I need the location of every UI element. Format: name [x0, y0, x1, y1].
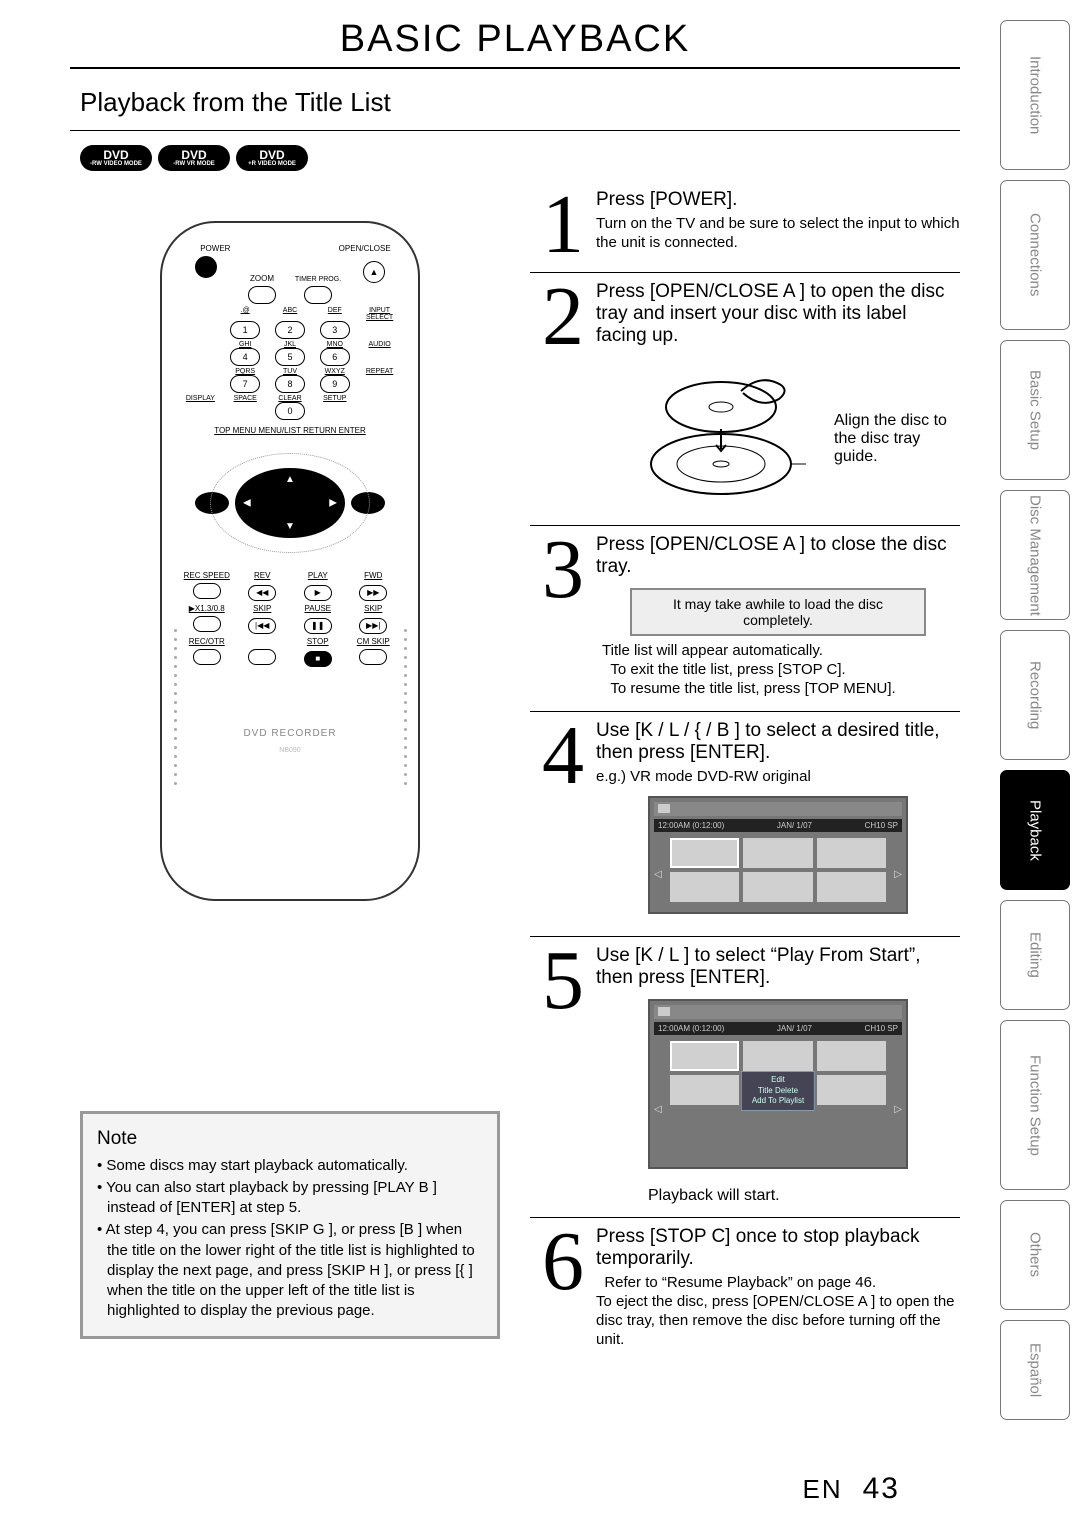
openclose-button-icon: ▲: [363, 261, 385, 283]
side-tab[interactable]: Others: [1000, 1200, 1070, 1310]
step-1: 1 Press [POWER]. Turn on the TV and be s…: [530, 181, 960, 273]
nav-right-icon: ▷: [894, 869, 902, 880]
remote-numpad: .@ABCDEFINPUT SELECT123GHIJKLMNOAUDIO456…: [174, 307, 406, 420]
screen-channel: CH10 SP: [865, 821, 898, 830]
page-footer: EN43: [803, 1472, 901, 1506]
step-2: 2 Press [OPEN/CLOSE A ] to open the disc…: [530, 273, 960, 526]
remote-controls: REC SPEEDREVPLAYFWD◀◀▶▶▶▶X1.3/0.8SKIPPAU…: [174, 571, 406, 668]
title-list-screen: 12:00AM (0:12:00) JAN/ 1/07 CH10 SP ◁ ▷: [648, 796, 908, 914]
remote-diagram: POWER OPEN/CLOSE ZOOM TIMER PROG. ▲: [160, 221, 420, 901]
side-tab[interactable]: Playback: [1000, 770, 1070, 890]
screen-time: 12:00AM (0:12:00): [658, 1024, 724, 1033]
note-item: • You can also start playback by pressin…: [97, 1178, 483, 1219]
remote-label-openclose: OPEN/CLOSE: [327, 244, 402, 253]
note-heading: Note: [97, 1126, 483, 1152]
step-lead: Press [STOP C] once to stop playback tem…: [596, 1226, 960, 1270]
nav-right-icon: ▷: [894, 1104, 902, 1115]
step-number: 1: [530, 189, 596, 260]
badge-sub: -RW VIDEO MODE: [90, 161, 142, 167]
step-desc: Title list will appear automatically. To…: [596, 642, 960, 698]
step-sub: e.g.) VR mode DVD-RW original: [596, 768, 960, 787]
step-number: 4: [530, 720, 596, 925]
disc-badges: DVD -RW VIDEO MODE DVD -RW VR MODE DVD +…: [40, 131, 990, 181]
remote-nav-pad: ▲ ▼ ◀ ▶: [174, 443, 406, 563]
timer-button-icon: [304, 286, 332, 304]
disc-badge: DVD -RW VR MODE: [158, 145, 230, 171]
side-tab[interactable]: Español: [1000, 1320, 1070, 1420]
side-tab[interactable]: Connections: [1000, 180, 1070, 330]
inline-note: It may take awhile to load the disc comp…: [630, 588, 926, 636]
step-lead: Press [OPEN/CLOSE A ] to open the disc t…: [596, 281, 960, 347]
zoom-button-icon: [248, 286, 276, 304]
popup-menu: Edit Title Delete Add To Playlist: [741, 1071, 815, 1110]
screen-date: JAN/ 1/07: [777, 821, 812, 830]
step-after: Playback will start.: [596, 1179, 960, 1205]
badge-sub: -RW VR MODE: [173, 161, 215, 167]
step-number: 3: [530, 534, 596, 698]
step-number: 6: [530, 1226, 596, 1349]
remote-model: NB090: [174, 747, 406, 754]
page-subtitle: Playback from the Title List: [40, 69, 990, 130]
side-tab[interactable]: Disc Management: [1000, 490, 1070, 620]
step-6: 6 Press [STOP C] once to stop playback t…: [530, 1218, 960, 1361]
step-lead: Use [K / L ] to select “Play From Start”…: [596, 945, 960, 989]
step-desc: Refer to “Resume Playback” on page 46. T…: [596, 1274, 960, 1349]
side-tab[interactable]: Function Setup: [1000, 1020, 1070, 1190]
step-number: 2: [530, 281, 596, 513]
screen-channel: CH10 SP: [865, 1024, 898, 1033]
screen-date: JAN/ 1/07: [777, 1024, 812, 1033]
step-4: 4 Use [K / L / { / B ] to select a desir…: [530, 712, 960, 938]
remote-label-timer: TIMER PROG.: [290, 276, 346, 283]
badge-main: DVD: [103, 149, 128, 161]
title-list-screen: 12:00AM (0:12:00) JAN/ 1/07 CH10 SP Edit…: [648, 999, 908, 1169]
side-tab[interactable]: Introduction: [1000, 20, 1070, 170]
step-3: 3 Press [OPEN/CLOSE A ] to close the dis…: [530, 526, 960, 711]
step-5: 5 Use [K / L ] to select “Play From Star…: [530, 937, 960, 1218]
step-number: 5: [530, 945, 596, 1205]
side-tab[interactable]: Basic Setup: [1000, 340, 1070, 480]
remote-menu-row: TOP MENU MENU/LIST RETURN ENTER: [174, 426, 406, 435]
side-tab[interactable]: Editing: [1000, 900, 1070, 1010]
disc-badge: DVD +R VIDEO MODE: [236, 145, 308, 171]
page-title: BASIC PLAYBACK: [70, 0, 960, 69]
side-tabs: Introduction Connections Basic Setup Disc M…: [1000, 20, 1070, 1420]
step-lead: Use [K / L / { / B ] to select a desired…: [596, 720, 960, 764]
screen-time: 12:00AM (0:12:00): [658, 821, 724, 830]
step-desc: Turn on the TV and be sure to select the…: [596, 215, 960, 253]
remote-label-zoom: ZOOM: [234, 274, 290, 283]
note-item: • At step 4, you can press [SKIP G ], or…: [97, 1220, 483, 1321]
remote-brand: DVD RECORDER: [174, 728, 406, 739]
nav-left-icon: ◁: [654, 1104, 662, 1115]
badge-main: DVD: [259, 149, 284, 161]
side-tab[interactable]: Recording: [1000, 630, 1070, 760]
disc-caption: Align the disc to the disc tray guide.: [834, 412, 960, 466]
badge-sub: +R VIDEO MODE: [248, 161, 296, 167]
disc-tray-icon: [646, 369, 816, 509]
note-item: • Some discs may start playback automati…: [97, 1156, 483, 1176]
note-box: Note • Some discs may start playback aut…: [80, 1111, 500, 1339]
nav-left-icon: ◁: [654, 869, 662, 880]
power-button-icon: [195, 256, 217, 278]
badge-main: DVD: [181, 149, 206, 161]
step-lead: Press [OPEN/CLOSE A ] to close the disc …: [596, 534, 960, 578]
remote-label-power: POWER: [178, 244, 253, 253]
disc-badge: DVD -RW VIDEO MODE: [80, 145, 152, 171]
step-lead: Press [POWER].: [596, 189, 960, 211]
